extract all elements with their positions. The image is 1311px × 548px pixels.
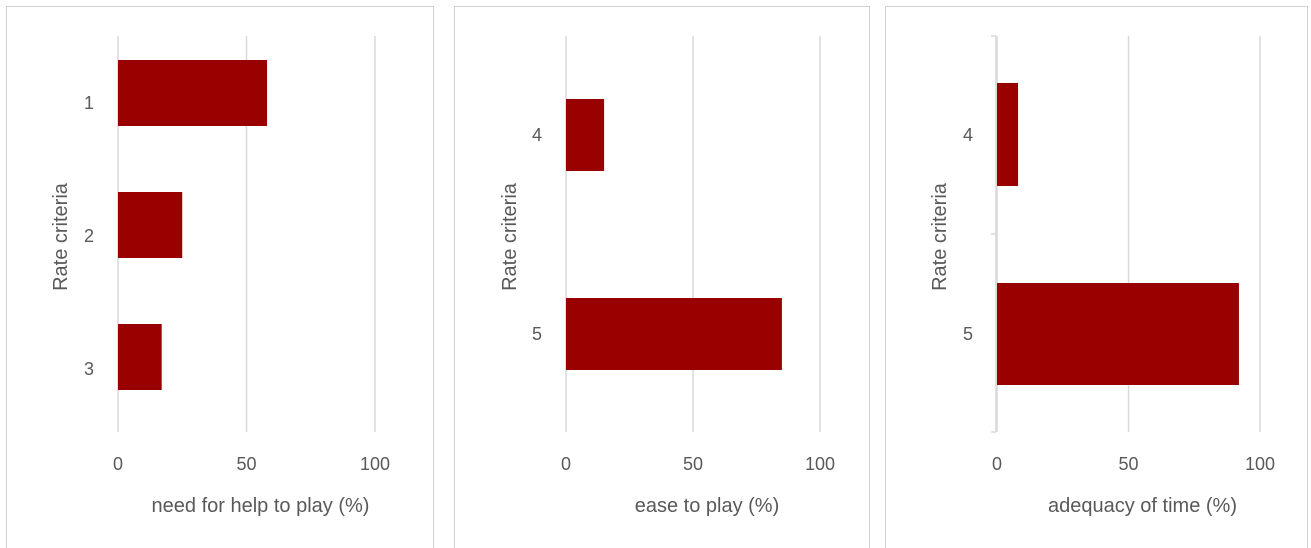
x-tick-label-need-for-help-1: 50 [236, 454, 256, 474]
bar-need-for-help-1 [118, 60, 268, 126]
x-tick-label-ease-to-play-2: 100 [805, 454, 835, 474]
y-axis-label-ease-to-play: Rate criteria [499, 182, 521, 291]
x-axis-label-ease-to-play: ease to play (%) [635, 495, 780, 517]
bar-ease-to-play-4 [566, 99, 605, 171]
bar-need-for-help-3 [118, 324, 162, 390]
bar-adequacy-of-time-5 [997, 283, 1239, 385]
x-tick-label-adequacy-of-time-0: 0 [992, 454, 1002, 474]
category-label-ease-to-play-4: 4 [532, 125, 542, 145]
x-tick-label-need-for-help-2: 100 [360, 454, 390, 474]
category-label-adequacy-of-time-4: 4 [963, 125, 973, 145]
category-label-need-for-help-2: 2 [84, 226, 94, 246]
chart-panel-adequacy-of-time [885, 6, 1308, 548]
y-axis-label-need-for-help: Rate criteria [50, 182, 72, 291]
x-tick-label-need-for-help-0: 0 [113, 454, 123, 474]
chart-panel-ease-to-play [454, 6, 870, 548]
x-tick-label-ease-to-play-1: 50 [683, 454, 703, 474]
x-axis-label-adequacy-of-time: adequacy of time (%) [1048, 495, 1237, 517]
bar-need-for-help-2 [118, 192, 183, 258]
x-tick-label-ease-to-play-0: 0 [561, 454, 571, 474]
bar-ease-to-play-5 [566, 298, 782, 370]
x-tick-label-adequacy-of-time-2: 100 [1245, 454, 1275, 474]
category-label-need-for-help-3: 3 [84, 359, 94, 379]
category-label-ease-to-play-5: 5 [532, 324, 542, 344]
bar-adequacy-of-time-4 [997, 83, 1019, 186]
category-label-need-for-help-1: 1 [84, 93, 94, 113]
x-tick-label-adequacy-of-time-1: 50 [1118, 454, 1138, 474]
x-axis-label-need-for-help: need for help to play (%) [152, 495, 370, 517]
category-label-adequacy-of-time-5: 5 [963, 324, 973, 344]
y-axis-label-adequacy-of-time: Rate criteria [929, 182, 951, 291]
